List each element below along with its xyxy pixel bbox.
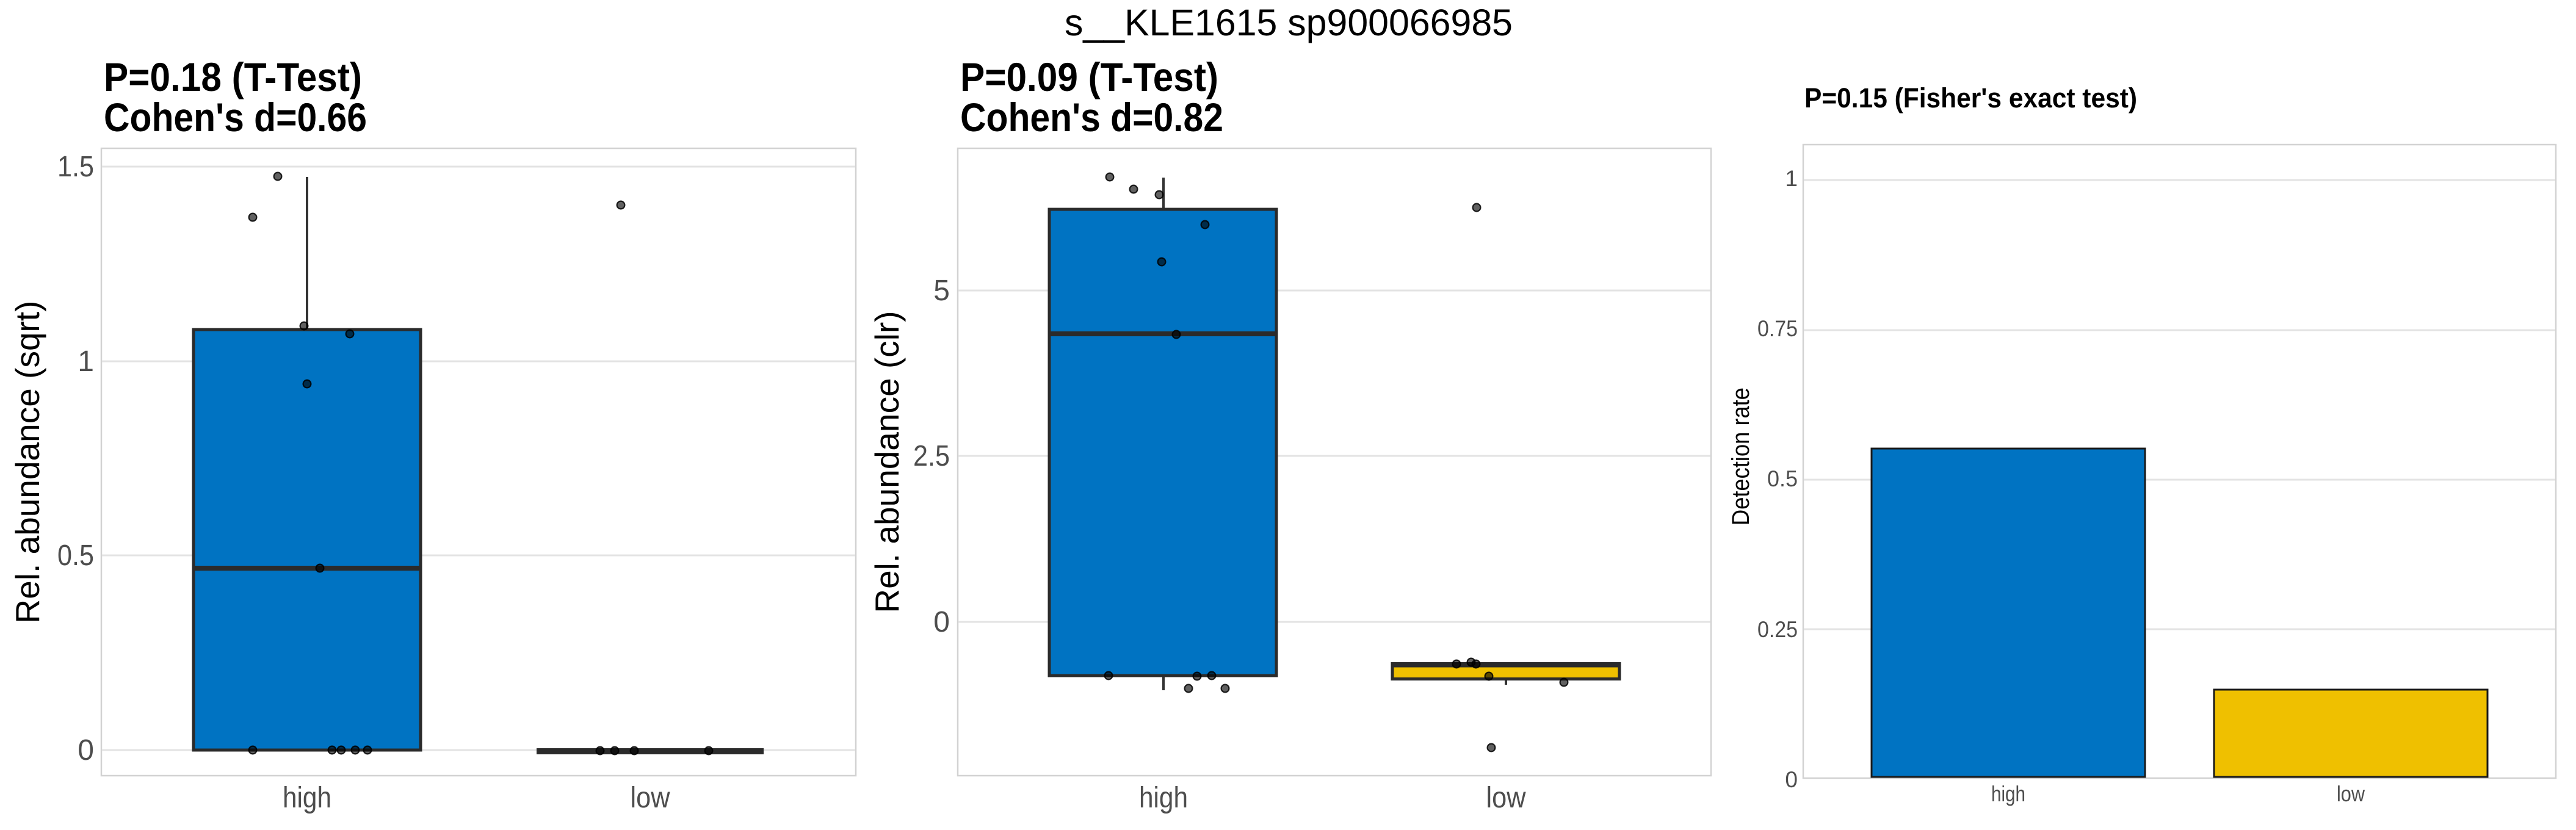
svg-text:5: 5 [933,275,950,307]
svg-text:s__KLE1615 sp900066985: s__KLE1615 sp900066985 [1065,2,1513,43]
svg-text:Detection rate: Detection rate [1728,388,1754,525]
svg-text:P=0.09 (T-Test): P=0.09 (T-Test) [960,54,1218,99]
svg-text:Cohen's d=0.82: Cohen's d=0.82 [960,95,1223,140]
svg-text:0.75: 0.75 [1757,316,1798,341]
svg-text:low: low [1486,782,1526,814]
svg-text:Rel. abundance (clr): Rel. abundance (clr) [868,311,906,613]
svg-text:0: 0 [933,606,950,638]
svg-text:low: low [2337,781,2365,806]
svg-text:low: low [631,782,670,814]
svg-text:P=0.18 (T-Test): P=0.18 (T-Test) [104,54,362,99]
svg-text:0.25: 0.25 [1757,617,1798,642]
svg-text:0: 0 [1785,767,1798,792]
svg-text:P=0.15 (Fisher's exact test): P=0.15 (Fisher's exact test) [1804,82,2137,114]
svg-text:0.5: 0.5 [57,540,94,572]
svg-text:1: 1 [78,345,94,378]
svg-text:2.5: 2.5 [913,440,950,472]
svg-text:Rel. abundance (sqrt): Rel. abundance (sqrt) [9,301,46,624]
svg-text:high: high [1991,781,2025,806]
svg-text:0.5: 0.5 [1767,466,1798,491]
svg-text:high: high [283,782,331,814]
svg-text:1.5: 1.5 [57,151,94,183]
svg-text:high: high [1139,782,1188,814]
svg-text:Cohen's d=0.66: Cohen's d=0.66 [104,95,367,140]
svg-text:0: 0 [78,734,94,767]
svg-text:1: 1 [1785,166,1798,191]
